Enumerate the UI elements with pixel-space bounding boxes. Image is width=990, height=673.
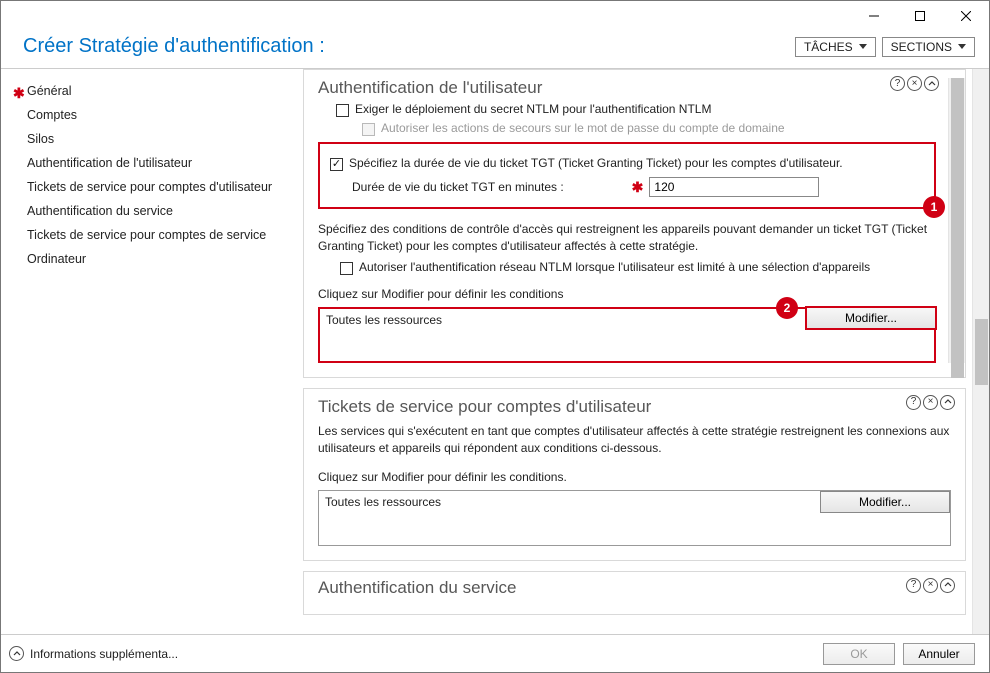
sidebar-item-tickets-service[interactable]: Tickets de service pour comptes de servi… — [7, 223, 303, 247]
sidebar-item-auth-service[interactable]: Authentification du service — [7, 199, 303, 223]
cancel-button[interactable]: Annuler — [903, 643, 975, 665]
sidebar-item-auth-user[interactable]: Authentification de l'utilisateur — [7, 151, 303, 175]
ntlm-fallback-checkbox — [362, 123, 375, 136]
footer-buttons: OK Annuler — [823, 643, 975, 665]
sidebar-item-label: Silos — [27, 132, 54, 146]
section-title: Authentification du service — [318, 578, 951, 598]
page-title: Créer Stratégie d'authentification : — [23, 35, 325, 58]
section-title: Tickets de service pour comptes d'utilis… — [318, 397, 951, 417]
collapse-section-icon[interactable] — [924, 76, 939, 91]
conditions-wrap: Toutes les ressources Modifier... 2 — [318, 307, 936, 363]
sidebar-item-label: Tickets de service pour comptes de servi… — [27, 228, 266, 242]
collapse-section-icon[interactable] — [940, 395, 955, 410]
ok-button[interactable]: OK — [823, 643, 895, 665]
sidebar-item-ordinateur[interactable]: Ordinateur — [7, 247, 303, 271]
sidebar-item-general[interactable]: ✱Général — [7, 79, 303, 103]
maximize-button[interactable] — [897, 1, 943, 31]
click-modify-text: Cliquez sur Modifier pour définir les co… — [318, 470, 951, 484]
ntlm-secret-checkbox[interactable] — [336, 104, 349, 117]
sections-dropdown[interactable]: SECTIONS — [882, 37, 975, 57]
required-asterisk-icon: ✱ — [13, 85, 25, 102]
expand-up-icon — [9, 646, 24, 661]
section-service-tickets-user: Tickets de service pour comptes d'utilis… — [303, 388, 966, 561]
ntlm-secret-label: Exiger le déploiement du secret NTLM pou… — [355, 102, 711, 116]
conditions-text: Toutes les ressources — [326, 313, 442, 327]
info-label: Informations supplémenta... — [30, 647, 178, 661]
section-title: Authentification de l'utilisateur — [318, 78, 936, 98]
ntlm-network-label: Autoriser l'authentification réseau NTLM… — [359, 260, 870, 274]
body: ✱Général Comptes Silos Authentification … — [1, 68, 989, 634]
footer: Informations supplémenta... OK Annuler — [1, 634, 989, 672]
chevron-down-icon — [859, 44, 867, 49]
minimize-button[interactable] — [851, 1, 897, 31]
section-scrollbar[interactable] — [948, 78, 965, 363]
tgt-lifetime-box: Spécifiez la durée de vie du ticket TGT … — [318, 142, 936, 209]
titlebar — [1, 1, 989, 31]
help-icon[interactable]: ? — [906, 578, 921, 593]
conditions-wrap: Toutes les ressources Modifier... — [318, 490, 951, 546]
dialog-window: Créer Stratégie d'authentification : TÂC… — [0, 0, 990, 673]
tasks-label: TÂCHES — [804, 40, 853, 54]
sidebar-item-label: Authentification du service — [27, 204, 173, 218]
content-scrollbar[interactable] — [972, 69, 989, 634]
content-scrollbar-thumb[interactable] — [975, 319, 988, 385]
header: Créer Stratégie d'authentification : TÂC… — [1, 31, 989, 68]
close-section-icon[interactable]: × — [907, 76, 922, 91]
svc-description: Les services qui s'exécutent en tant que… — [318, 423, 951, 458]
callout-badge-2: 2 — [776, 297, 798, 319]
content-wrap: Authentification de l'utilisateur ? × Ex… — [303, 69, 989, 634]
content: Authentification de l'utilisateur ? × Ex… — [303, 69, 972, 634]
close-button[interactable] — [943, 1, 989, 31]
conditions-text: Toutes les ressources — [325, 495, 441, 509]
sidebar: ✱Général Comptes Silos Authentification … — [1, 69, 303, 634]
sidebar-item-label: Authentification de l'utilisateur — [27, 156, 192, 170]
sidebar-item-tickets-user[interactable]: Tickets de service pour comptes d'utilis… — [7, 175, 303, 199]
help-icon[interactable]: ? — [890, 76, 905, 91]
ntlm-fallback-label: Autoriser les actions de secours sur le … — [381, 121, 785, 135]
tgt-minutes-input[interactable] — [649, 177, 819, 197]
section-auth-user: Authentification de l'utilisateur ? × Ex… — [303, 69, 966, 378]
conditions-box: Toutes les ressources Modifier... — [318, 307, 936, 363]
tgt-specify-label: Spécifiez la durée de vie du ticket TGT … — [349, 156, 843, 170]
section-scrollbar-thumb[interactable] — [951, 78, 964, 378]
close-section-icon[interactable]: × — [923, 395, 938, 410]
header-buttons: TÂCHES SECTIONS — [795, 37, 975, 57]
section-auth-service: Authentification du service ? × — [303, 571, 966, 615]
close-section-icon[interactable]: × — [923, 578, 938, 593]
sidebar-item-silos[interactable]: Silos — [7, 127, 303, 151]
callout-badge-1: 1 — [923, 196, 945, 218]
required-asterisk-icon: ✱ — [632, 179, 644, 196]
restrict-description: Spécifiez des conditions de contrôle d'a… — [318, 221, 936, 256]
modify-button[interactable]: Modifier... — [806, 307, 936, 329]
sidebar-item-comptes[interactable]: Comptes — [7, 103, 303, 127]
sidebar-item-label: Tickets de service pour comptes d'utilis… — [27, 180, 272, 194]
sidebar-item-label: Ordinateur — [27, 252, 86, 266]
ntlm-network-checkbox[interactable] — [340, 262, 353, 275]
tgt-specify-checkbox[interactable] — [330, 158, 343, 171]
conditions-box: Toutes les ressources Modifier... — [318, 490, 951, 546]
sidebar-item-label: Comptes — [27, 108, 77, 122]
tasks-dropdown[interactable]: TÂCHES — [795, 37, 876, 57]
collapse-section-icon[interactable] — [940, 578, 955, 593]
tgt-minutes-label: Durée de vie du ticket TGT en minutes : — [352, 180, 564, 194]
modify-button[interactable]: Modifier... — [820, 491, 950, 513]
help-icon[interactable]: ? — [906, 395, 921, 410]
chevron-down-icon — [958, 44, 966, 49]
click-modify-text: Cliquez sur Modifier pour définir les co… — [318, 287, 936, 301]
info-expander[interactable]: Informations supplémenta... — [9, 646, 178, 661]
sidebar-item-label: Général — [27, 84, 71, 98]
sections-label: SECTIONS — [891, 40, 952, 54]
